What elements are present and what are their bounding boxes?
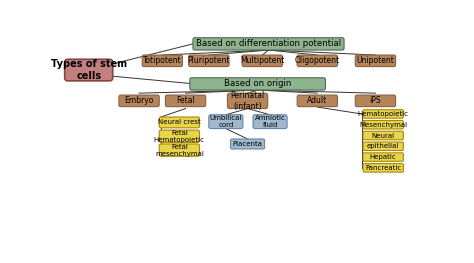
FancyBboxPatch shape	[189, 55, 229, 67]
FancyBboxPatch shape	[363, 153, 403, 161]
Text: epithelial: epithelial	[367, 143, 400, 149]
FancyBboxPatch shape	[142, 55, 182, 67]
FancyBboxPatch shape	[242, 55, 283, 67]
FancyBboxPatch shape	[253, 115, 287, 129]
Text: Pancreatic: Pancreatic	[365, 165, 401, 171]
Text: Oligopotent: Oligopotent	[295, 56, 340, 65]
Text: Mesenchymal: Mesenchymal	[359, 122, 407, 128]
Text: Pluripotent: Pluripotent	[188, 56, 230, 65]
FancyBboxPatch shape	[297, 95, 337, 107]
FancyBboxPatch shape	[363, 110, 403, 118]
Text: iPS: iPS	[370, 96, 381, 105]
FancyBboxPatch shape	[363, 164, 403, 172]
Text: Based on differentiation potential: Based on differentiation potential	[196, 39, 341, 48]
Text: Fetal: Fetal	[176, 96, 195, 105]
FancyBboxPatch shape	[363, 142, 403, 150]
Text: Multipotent: Multipotent	[240, 56, 284, 65]
FancyBboxPatch shape	[119, 95, 159, 107]
FancyBboxPatch shape	[356, 95, 396, 107]
Text: Based on origin: Based on origin	[224, 79, 292, 88]
Text: Types of stem
cells: Types of stem cells	[51, 59, 127, 81]
Text: Placenta: Placenta	[233, 141, 263, 147]
FancyBboxPatch shape	[190, 78, 326, 90]
Text: Fetal
mesenchymal: Fetal mesenchymal	[155, 144, 204, 157]
Text: Embryo: Embryo	[124, 96, 154, 105]
Text: Unipotent: Unipotent	[356, 56, 394, 65]
FancyBboxPatch shape	[165, 95, 206, 107]
FancyBboxPatch shape	[363, 120, 403, 129]
Text: Neural crest: Neural crest	[158, 119, 201, 125]
FancyBboxPatch shape	[209, 115, 243, 129]
Text: Amniotic
fluid: Amniotic fluid	[255, 115, 285, 128]
FancyBboxPatch shape	[159, 144, 200, 156]
Text: Hepatic: Hepatic	[370, 154, 397, 160]
FancyBboxPatch shape	[356, 55, 396, 67]
FancyBboxPatch shape	[228, 93, 268, 109]
Text: Adult: Adult	[307, 96, 328, 105]
FancyBboxPatch shape	[297, 55, 337, 67]
FancyBboxPatch shape	[230, 139, 264, 149]
Text: Totipotent: Totipotent	[143, 56, 182, 65]
Text: Umbilical
cord: Umbilical cord	[210, 115, 242, 128]
Text: Perinatal
(infant): Perinatal (infant)	[230, 91, 264, 110]
FancyBboxPatch shape	[159, 117, 200, 128]
FancyBboxPatch shape	[193, 38, 344, 50]
Text: Neural: Neural	[372, 133, 395, 139]
Text: Fetal
Hematopoietic: Fetal Hematopoietic	[154, 130, 205, 143]
FancyBboxPatch shape	[64, 59, 113, 81]
FancyBboxPatch shape	[363, 131, 403, 140]
FancyBboxPatch shape	[159, 130, 200, 143]
Text: Hematopoietic: Hematopoietic	[358, 111, 409, 117]
